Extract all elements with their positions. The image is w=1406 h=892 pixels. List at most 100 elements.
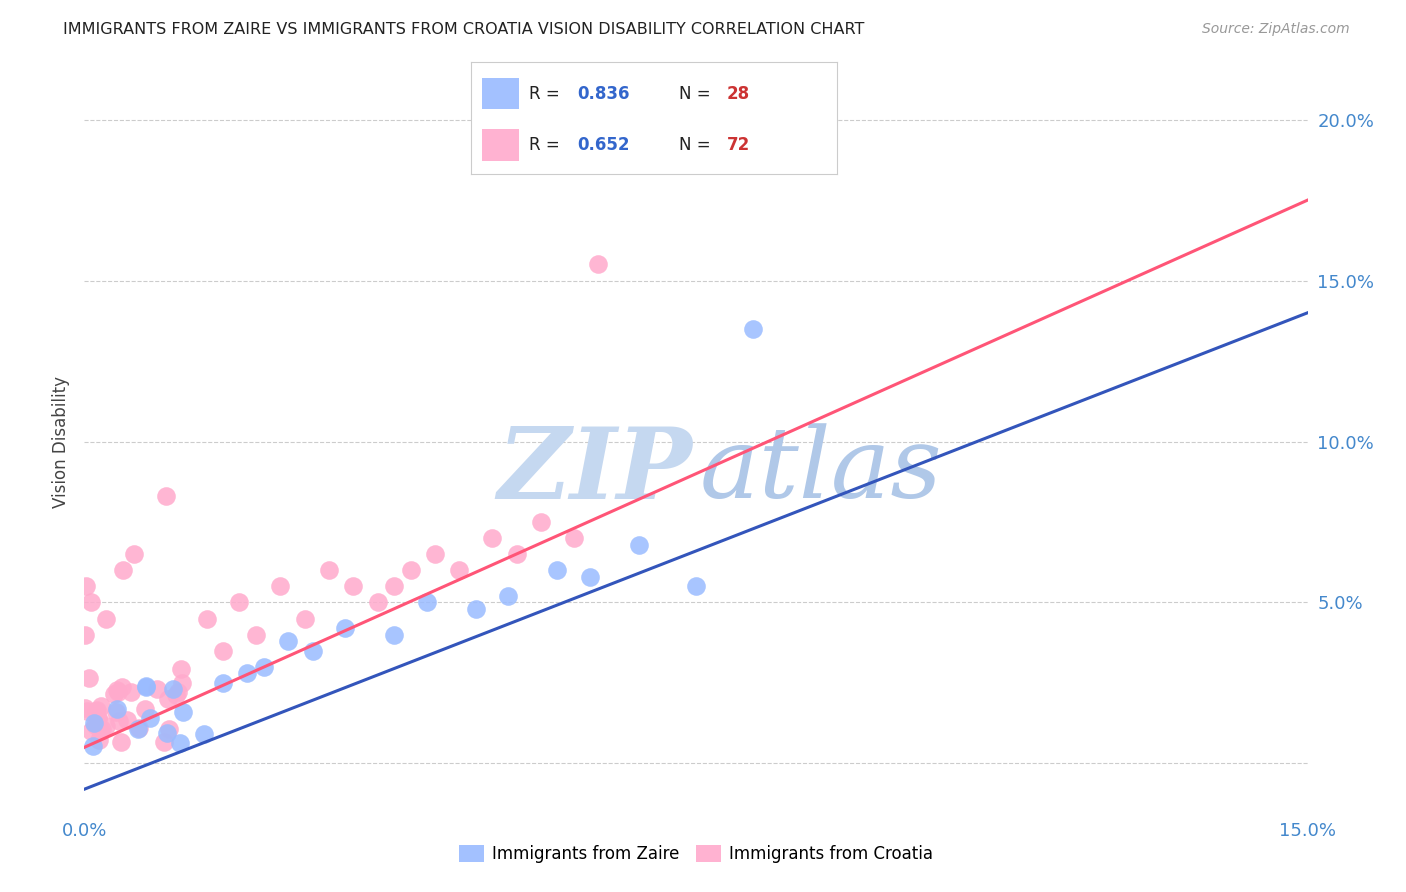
Point	[75, 628, 97, 642]
Text: Source: ZipAtlas.com: Source: ZipAtlas.com	[1202, 22, 1350, 37]
Point	[105, 683, 128, 698]
Point	[157, 722, 180, 736]
Bar	[482, 78, 519, 109]
Point	[382, 628, 405, 642]
Text: 72: 72	[727, 136, 751, 154]
Point	[96, 719, 118, 733]
Point	[156, 725, 179, 739]
Point	[505, 547, 527, 561]
Point	[87, 711, 110, 725]
Point	[162, 681, 184, 696]
Point	[110, 735, 132, 749]
Point	[90, 698, 112, 713]
Point	[627, 537, 650, 551]
Point	[105, 701, 128, 715]
Point	[742, 322, 765, 336]
Point	[236, 666, 259, 681]
Point	[172, 705, 194, 719]
Point	[481, 531, 503, 545]
Point	[120, 685, 142, 699]
Point	[153, 735, 176, 749]
Y-axis label: Vision Disability: Vision Disability	[52, 376, 70, 508]
Point	[399, 563, 422, 577]
Point	[685, 579, 707, 593]
Point	[87, 711, 110, 725]
Point	[423, 547, 446, 561]
Point	[212, 676, 235, 690]
Text: atlas: atlas	[700, 424, 942, 519]
Point	[87, 733, 110, 747]
Point	[108, 714, 131, 728]
Text: R =: R =	[530, 136, 565, 154]
Point	[76, 704, 98, 718]
Point	[301, 644, 323, 658]
Bar	[482, 129, 519, 161]
Point	[135, 681, 157, 695]
Point	[277, 634, 299, 648]
Point	[165, 688, 187, 702]
Point	[124, 547, 146, 561]
Point	[498, 589, 520, 603]
Point	[112, 563, 135, 577]
Point	[172, 676, 194, 690]
Point	[83, 715, 105, 730]
Point	[449, 563, 471, 577]
Point	[134, 702, 156, 716]
Point	[382, 579, 405, 593]
Point	[139, 711, 162, 725]
Point	[464, 602, 486, 616]
Point	[80, 724, 103, 739]
Point	[253, 660, 276, 674]
Text: N =: N =	[679, 136, 716, 154]
Point	[105, 705, 128, 719]
Point	[269, 579, 291, 593]
Legend: Immigrants from Zaire, Immigrants from Croatia: Immigrants from Zaire, Immigrants from C…	[451, 838, 941, 870]
Point	[82, 739, 104, 753]
Point	[157, 692, 180, 706]
Point	[146, 682, 169, 697]
Point	[75, 579, 97, 593]
Point	[579, 570, 602, 584]
Point	[107, 684, 129, 698]
Point	[103, 687, 125, 701]
Text: ZIP: ZIP	[498, 423, 692, 519]
Point	[73, 701, 96, 715]
Point	[342, 579, 364, 593]
Text: 0.652: 0.652	[576, 136, 630, 154]
Point	[111, 680, 134, 694]
Point	[195, 611, 218, 625]
Text: R =: R =	[530, 85, 565, 103]
Text: N =: N =	[679, 85, 716, 103]
Point	[546, 563, 568, 577]
Point	[84, 704, 107, 718]
Point	[562, 531, 585, 545]
Point	[90, 723, 112, 737]
Point	[128, 721, 150, 735]
Text: 28: 28	[727, 85, 749, 103]
Point	[335, 621, 357, 635]
Point	[530, 515, 553, 529]
Point	[318, 563, 340, 577]
Point	[245, 628, 267, 642]
Point	[127, 722, 149, 736]
Point	[193, 726, 215, 740]
Point	[586, 258, 609, 272]
Point	[96, 611, 118, 625]
Point	[86, 703, 108, 717]
Point	[79, 671, 101, 685]
Point	[367, 595, 389, 609]
Point	[228, 595, 250, 609]
Text: 0.836: 0.836	[576, 85, 630, 103]
Point	[170, 662, 193, 676]
Text: IMMIGRANTS FROM ZAIRE VS IMMIGRANTS FROM CROATIA VISION DISABILITY CORRELATION C: IMMIGRANTS FROM ZAIRE VS IMMIGRANTS FROM…	[63, 22, 865, 37]
Point	[294, 611, 316, 625]
Point	[134, 679, 156, 693]
Point	[169, 736, 191, 750]
Point	[416, 595, 439, 609]
Point	[115, 713, 138, 727]
Point	[80, 595, 103, 609]
Point	[155, 489, 177, 503]
Point	[212, 644, 235, 658]
Point	[84, 717, 107, 731]
Point	[89, 723, 111, 738]
